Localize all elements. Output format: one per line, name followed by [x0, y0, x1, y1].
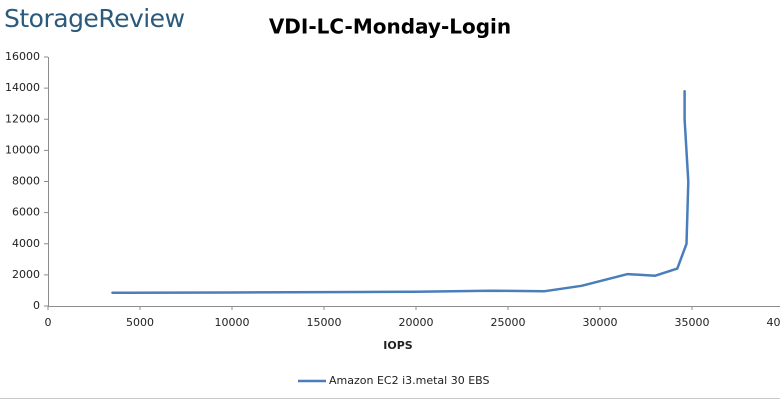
legend-label: Amazon EC2 i3.metal 30 EBS: [329, 374, 490, 387]
y-tick-label: 10000: [5, 143, 40, 156]
y-tick-label: 14000: [5, 81, 40, 94]
x-tick-label: 35000: [675, 316, 710, 329]
x-tick-label: 15000: [307, 316, 342, 329]
y-tick-label: 8000: [12, 175, 40, 188]
x-tick-label: 10000: [215, 316, 250, 329]
data-line: [111, 89, 690, 295]
chart-title: VDI-LC-Monday-Login: [269, 15, 511, 39]
x-tick-label: 0: [45, 316, 52, 329]
y-tick-label: 2000: [12, 268, 40, 281]
x-tick-label: 25000: [491, 316, 526, 329]
y-tick-label: 0: [33, 299, 40, 312]
x-tick-label: 20000: [399, 316, 434, 329]
y-tick-label: 16000: [5, 50, 40, 63]
x-tick-label: 5000: [126, 316, 154, 329]
y-tick-label: 4000: [12, 237, 40, 250]
x-axis-title: IOPS: [383, 339, 413, 352]
y-tick-label: 12000: [5, 112, 40, 125]
logo: StorageReview: [4, 4, 185, 33]
y-tick-label: 6000: [12, 206, 40, 219]
x-tick-label: 40000: [767, 316, 780, 329]
x-tick-label: 30000: [583, 316, 618, 329]
